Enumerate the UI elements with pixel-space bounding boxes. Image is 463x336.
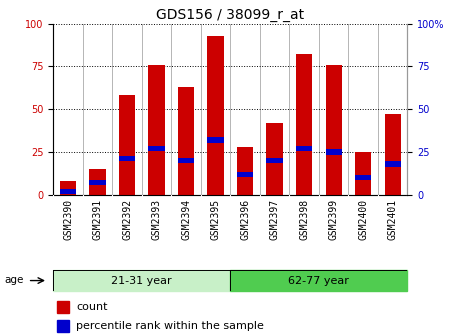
Bar — [178, 87, 194, 195]
Bar — [149, 146, 165, 151]
Text: count: count — [76, 302, 108, 311]
Text: GSM2392: GSM2392 — [122, 199, 132, 240]
Text: GSM2400: GSM2400 — [358, 199, 368, 240]
Bar — [385, 114, 401, 195]
Bar — [325, 65, 342, 195]
Bar — [355, 152, 371, 195]
Text: GSM2398: GSM2398 — [299, 199, 309, 240]
Bar — [119, 95, 135, 195]
Bar — [149, 65, 165, 195]
Text: GSM2393: GSM2393 — [151, 199, 162, 240]
Text: age: age — [4, 275, 24, 285]
Text: 21-31 year: 21-31 year — [112, 276, 172, 286]
Bar — [296, 146, 312, 151]
Bar — [207, 36, 224, 195]
Bar — [89, 180, 106, 185]
Bar — [57, 320, 69, 332]
Text: GSM2396: GSM2396 — [240, 199, 250, 240]
Text: percentile rank within the sample: percentile rank within the sample — [76, 321, 264, 331]
Bar — [57, 300, 69, 312]
Text: GSM2397: GSM2397 — [269, 199, 280, 240]
Bar — [60, 181, 76, 195]
Bar — [207, 137, 224, 142]
Bar — [119, 156, 135, 162]
Text: GSM2401: GSM2401 — [388, 199, 398, 240]
Text: GSM2394: GSM2394 — [181, 199, 191, 240]
Bar — [231, 270, 407, 291]
Bar — [53, 270, 231, 291]
Text: GSM2391: GSM2391 — [93, 199, 102, 240]
Text: GSM2399: GSM2399 — [329, 199, 338, 240]
Text: GSM2390: GSM2390 — [63, 199, 73, 240]
Bar — [60, 189, 76, 194]
Bar — [385, 162, 401, 167]
Text: 62-77 year: 62-77 year — [288, 276, 349, 286]
Bar — [178, 158, 194, 163]
Title: GDS156 / 38099_r_at: GDS156 / 38099_r_at — [156, 8, 304, 23]
Bar — [237, 172, 253, 177]
Bar — [267, 158, 283, 163]
Bar — [296, 54, 312, 195]
Bar — [267, 123, 283, 195]
Text: GSM2395: GSM2395 — [211, 199, 220, 240]
Bar — [89, 169, 106, 195]
Bar — [325, 150, 342, 155]
Bar — [237, 147, 253, 195]
Bar — [355, 175, 371, 180]
